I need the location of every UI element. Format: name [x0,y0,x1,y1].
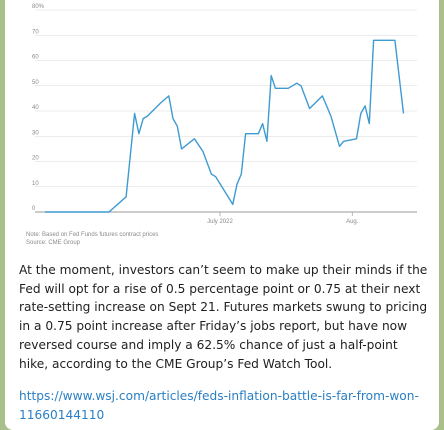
y-tick-label: 50 [32,80,39,86]
y-tick-label: 80% [32,4,45,10]
y-tick-label: 0 [32,206,36,212]
line-chart: 0 10 20 30 40 50 60 70 80% July 2022 Aug. [5,0,439,252]
chart-image[interactable]: 0 10 20 30 40 50 60 70 80% July 2022 Aug. Note: B… [5,0,439,252]
chat-background-left [0,0,5,430]
x-tick-label: Aug. [346,219,359,225]
y-tick-label: 30 [32,130,39,136]
chart-source: Source: CME Group [26,240,81,246]
chat-background-right [439,0,444,430]
series-line [45,39,405,213]
article-link[interactable]: https://www.wsj.com/articles/feds-inflat… [19,389,419,422]
message-text: At the moment, investors can’t seem to m… [19,263,428,371]
y-tick-label: 60 [32,55,39,61]
chart-note: Note: Based on Fed Funds futures contrac… [26,232,159,238]
y-tick-label: 40 [32,105,39,111]
y-tick-label: 10 [32,181,39,187]
x-tick-label: July 2022 [207,219,233,225]
y-tick-label: 20 [32,156,39,162]
message-bubble: 0 10 20 30 40 50 60 70 80% July 2022 Aug. Note: B… [5,0,439,430]
y-tick-label: 70 [32,29,39,35]
